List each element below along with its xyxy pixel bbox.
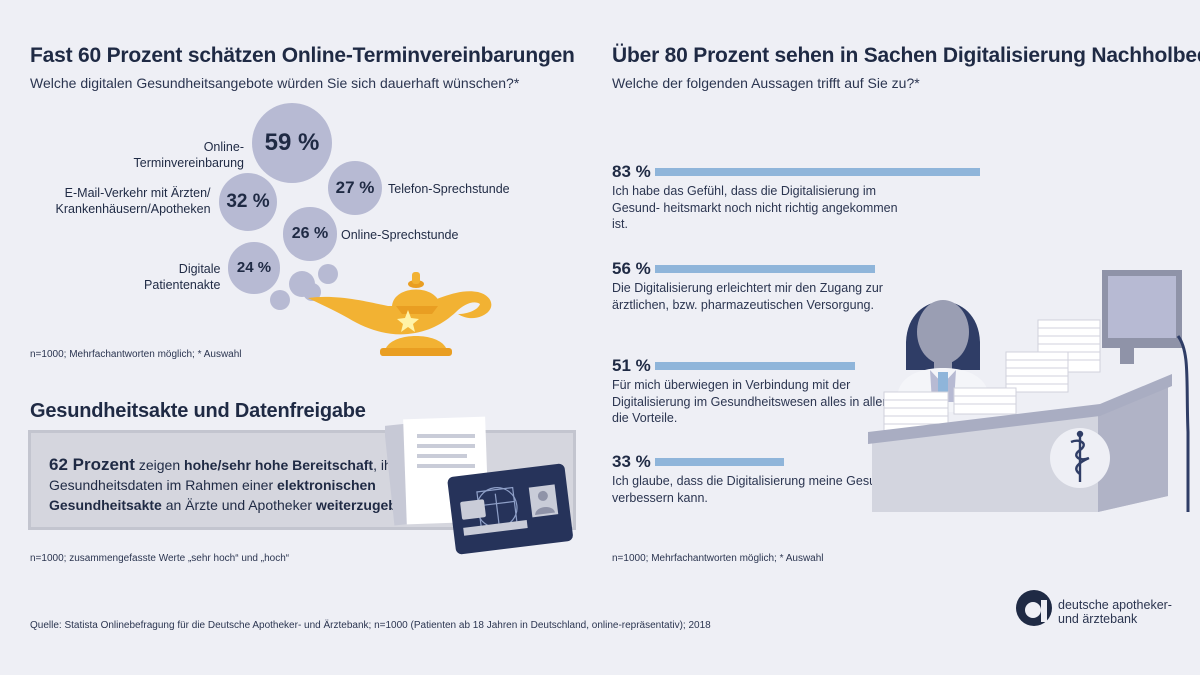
- akte-note: n=1000; zusammengefasste Werte „sehr hoc…: [30, 553, 290, 564]
- source-note: Quelle: Statista Onlinebefragung für die…: [30, 620, 711, 631]
- akte-title: Gesundheitsakte und Datenfreigabe: [30, 400, 366, 422]
- akte-highlight-gesundheitsakte: elektronischen Gesundheitsakte: [49, 477, 376, 513]
- bubble-2: 32 %: [218, 172, 278, 232]
- bubble-label-2: E-Mail-Verkehr mit Ärzten/ Krankenhäuser…: [55, 186, 211, 216]
- akte-statement: 62 Prozent zeigen hohe/sehr hohe Bereits…: [49, 455, 419, 515]
- bank-logo-icon: [1016, 590, 1052, 626]
- bar-value-3: 51 %: [612, 356, 651, 375]
- right-chart-subtitle: Welche der folgenden Aussagen trifft auf…: [612, 75, 920, 91]
- pharmacist-illustration-icon: [868, 270, 1190, 512]
- left-chart-title: Fast 60 Prozent schätzen Online-Terminve…: [30, 44, 575, 67]
- akte-text-part: zeigen: [134, 457, 185, 473]
- bar-statement-1: Ich habe das Gefühl, dass die Digitalisi…: [612, 184, 898, 231]
- bubble-label-4: Online-Sprechstunde: [341, 228, 459, 242]
- akte-highlight-weitergeben: weiterzugeben.: [315, 497, 418, 513]
- bar-value-4: 33 %: [612, 452, 651, 471]
- bubble-label-1: Online-Terminvereinbarung: [133, 140, 244, 170]
- bubble-label-5: Digitale Patientenakte: [144, 262, 221, 292]
- bar-1: [655, 168, 981, 176]
- bubble-3: 27 %: [327, 160, 383, 216]
- caduceus-icon: [1070, 430, 1090, 482]
- bar-statement-3: Für mich überwiegen in Verbindung mit de…: [612, 378, 893, 425]
- logo-line-1: deutsche apotheker-: [1058, 598, 1172, 612]
- right-chart-title: Über 80 Prozent sehen in Sachen Digitali…: [612, 44, 1200, 67]
- bar-value-2: 56 %: [612, 259, 651, 278]
- bar-3: [655, 362, 855, 370]
- bar-statement-4: Ich glaube, dass die Digitalisierung mei…: [612, 474, 911, 505]
- genie-lamp-icon: [270, 264, 492, 356]
- health-card-icon: [385, 416, 573, 555]
- bubble-4: 26 %: [283, 207, 337, 261]
- akte-text-part: an Ärzte und Apotheker: [161, 497, 316, 513]
- bubble-5: 24 %: [228, 242, 280, 294]
- bar-statement-2: Die Digitalisierung erleichtert mir den …: [612, 281, 883, 312]
- bar-2: [655, 265, 875, 273]
- right-chart-note: n=1000; Mehrfachantworten möglich; * Aus…: [612, 553, 824, 564]
- logo-line-2: und ärztebank: [1058, 612, 1138, 626]
- bar-4: [655, 458, 785, 466]
- bank-logo-text: deutsche apotheker- und ärztebank: [1058, 598, 1172, 626]
- bubble-1: 59 %: [252, 103, 332, 183]
- bar-value-1: 83 %: [612, 162, 651, 181]
- left-chart-subtitle: Welche digitalen Gesundheitsangebote wür…: [30, 75, 520, 91]
- akte-highlight-62: 62 Prozent: [49, 455, 135, 474]
- bubble-label-3: Telefon-Sprechstunde: [388, 182, 510, 196]
- left-chart-note: n=1000; Mehrfachantworten möglich; * Aus…: [30, 349, 242, 360]
- akte-highlight-bereitschaft: hohe/sehr hohe Bereitschaft: [184, 457, 374, 473]
